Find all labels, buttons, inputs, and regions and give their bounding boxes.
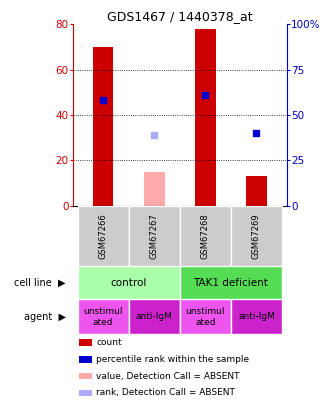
Bar: [79, 339, 92, 346]
Bar: [180, 266, 282, 299]
Bar: [231, 206, 282, 266]
Text: cell line  ▶: cell line ▶: [15, 278, 66, 288]
Text: percentile rank within the sample: percentile rank within the sample: [96, 355, 249, 364]
Text: count: count: [96, 338, 122, 347]
Bar: [93, 47, 114, 206]
Bar: [78, 206, 129, 266]
Bar: [129, 206, 180, 266]
Text: GSM67268: GSM67268: [201, 213, 210, 259]
Bar: [195, 29, 215, 206]
Text: GSM67269: GSM67269: [252, 213, 261, 259]
Bar: [78, 299, 129, 335]
Bar: [129, 299, 180, 335]
Bar: [180, 299, 231, 335]
Text: GSM67267: GSM67267: [150, 213, 159, 259]
Text: control: control: [111, 278, 147, 288]
Text: TAK1 deficient: TAK1 deficient: [193, 278, 268, 288]
Bar: [246, 176, 267, 206]
Text: unstimul
ated: unstimul ated: [186, 307, 225, 326]
Text: unstimul
ated: unstimul ated: [83, 307, 123, 326]
Bar: [180, 206, 231, 266]
Bar: [79, 390, 92, 396]
Bar: [79, 356, 92, 362]
Bar: [231, 299, 282, 335]
Text: value, Detection Call = ABSENT: value, Detection Call = ABSENT: [96, 372, 240, 381]
Bar: [144, 172, 165, 206]
Title: GDS1467 / 1440378_at: GDS1467 / 1440378_at: [107, 10, 253, 23]
Text: rank, Detection Call = ABSENT: rank, Detection Call = ABSENT: [96, 388, 235, 397]
Text: GSM67266: GSM67266: [99, 213, 108, 259]
Bar: [78, 266, 180, 299]
Text: anti-IgM: anti-IgM: [136, 312, 173, 322]
Text: agent  ▶: agent ▶: [24, 312, 66, 322]
Bar: [79, 373, 92, 379]
Text: anti-IgM: anti-IgM: [238, 312, 275, 322]
